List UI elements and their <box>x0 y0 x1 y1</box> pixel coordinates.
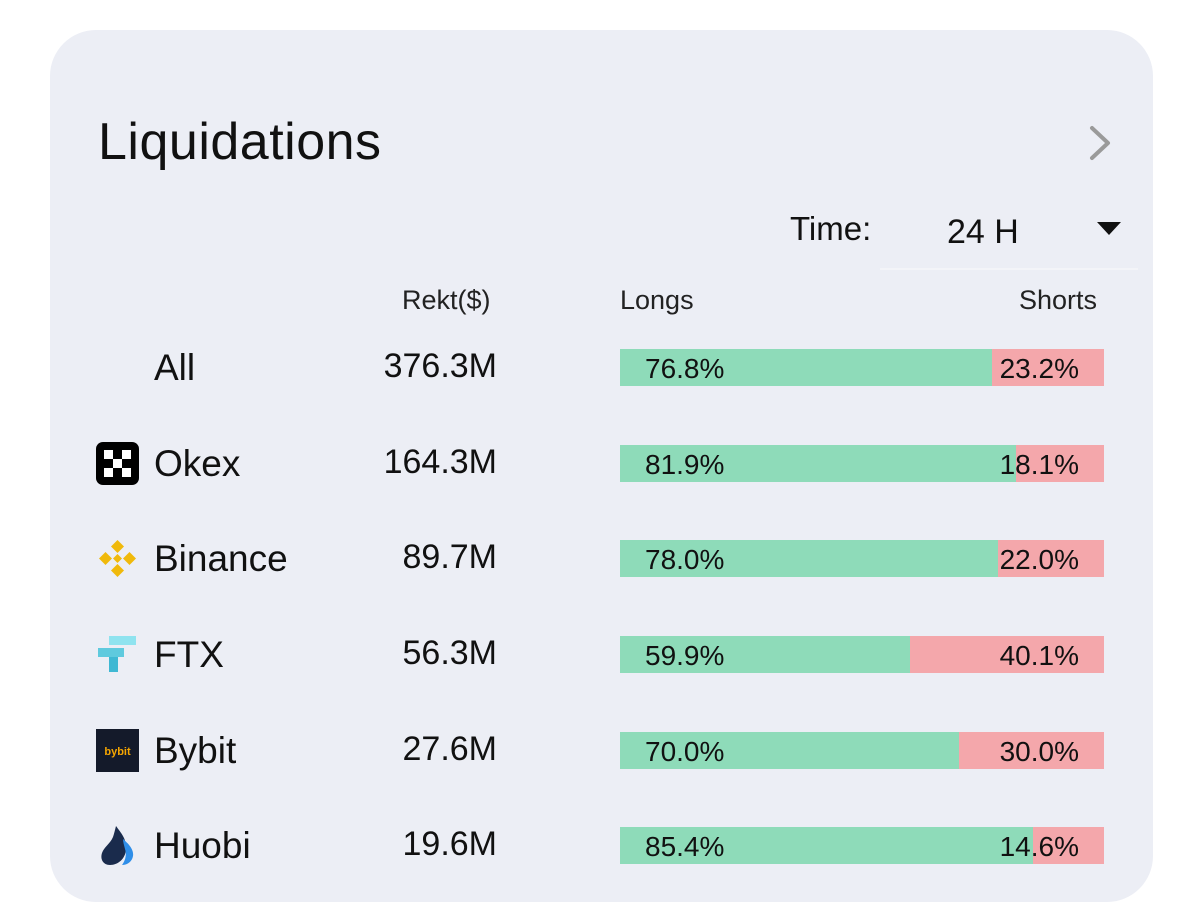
long-percent: 81.9% <box>645 449 725 480</box>
long-percent: 70.0% <box>645 736 725 767</box>
exchange-row-bybit[interactable]: bybit Bybit 27.6M 70.0% 30.0% <box>0 715 1200 785</box>
rekt-value: 19.6M <box>402 825 498 863</box>
rekt-value: 27.6M <box>402 730 498 768</box>
exchange-row-okex[interactable]: Okex 164.3M 81.9% 18.1% <box>0 428 1200 498</box>
exchange-name: Okex <box>154 443 241 484</box>
long-percent: 78.0% <box>645 544 725 575</box>
long-fill <box>620 636 910 673</box>
long-percent: 76.8% <box>645 353 725 384</box>
exchange-name: All <box>154 347 196 388</box>
long-percent: 85.4% <box>645 831 725 862</box>
rekt-value: 376.3M <box>383 347 497 385</box>
column-header-rekt: Rekt($) <box>402 285 491 315</box>
exchange-row-ftx[interactable]: FTX 56.3M 59.9% 40.1% <box>0 619 1200 689</box>
time-label: Time: <box>790 210 872 247</box>
long-percent: 59.9% <box>645 640 725 671</box>
bybit-logo-text: bybit <box>104 746 131 758</box>
long-fill <box>620 732 959 769</box>
bybit-icon: bybit <box>96 729 139 772</box>
exchange-name: Binance <box>154 538 288 579</box>
short-percent: 14.6% <box>999 831 1079 862</box>
caret-down-icon <box>1097 222 1121 235</box>
column-header-shorts: Shorts <box>1018 285 1097 315</box>
long-short-bar: 76.8% 23.2% <box>620 349 1104 386</box>
exchange-row-all[interactable]: All 376.3M 76.8% 23.2% <box>0 332 1200 402</box>
long-short-bar: 81.9% 18.1% <box>620 445 1104 482</box>
rekt-value: 164.3M <box>383 443 497 481</box>
long-fill <box>620 827 1034 864</box>
chevron-right-icon[interactable] <box>1083 122 1117 164</box>
long-short-bar: 70.0% 30.0% <box>620 732 1104 769</box>
time-value: 24 H <box>947 213 1019 251</box>
long-fill <box>620 349 992 386</box>
long-short-bar: 85.4% 14.6% <box>620 827 1104 864</box>
page-title: Liquidations <box>98 113 382 171</box>
short-percent: 40.1% <box>999 640 1079 671</box>
exchange-name: Bybit <box>154 730 237 771</box>
short-percent: 22.0% <box>999 544 1079 575</box>
huobi-icon <box>101 826 134 865</box>
exchange-name: FTX <box>154 634 224 675</box>
time-dropdown[interactable]: 24 H <box>880 200 1138 270</box>
exchange-row-huobi[interactable]: Huobi 19.6M 85.4% 14.6% <box>0 810 1200 880</box>
short-percent: 23.2% <box>999 353 1079 384</box>
long-fill <box>620 540 998 577</box>
short-percent: 30.0% <box>999 736 1079 767</box>
exchange-name: Huobi <box>154 825 251 866</box>
ftx-icon <box>98 636 136 672</box>
column-header-longs: Longs <box>620 285 694 315</box>
rekt-value: 56.3M <box>402 634 498 672</box>
short-percent: 18.1% <box>999 449 1079 480</box>
long-short-bar: 59.9% 40.1% <box>620 636 1104 673</box>
binance-icon <box>99 540 136 577</box>
okex-icon <box>96 442 139 485</box>
rekt-value: 89.7M <box>402 538 498 576</box>
long-fill <box>620 445 1017 482</box>
exchange-row-binance[interactable]: Binance 89.7M 78.0% 22.0% <box>0 523 1200 593</box>
long-short-bar: 78.0% 22.0% <box>620 540 1104 577</box>
